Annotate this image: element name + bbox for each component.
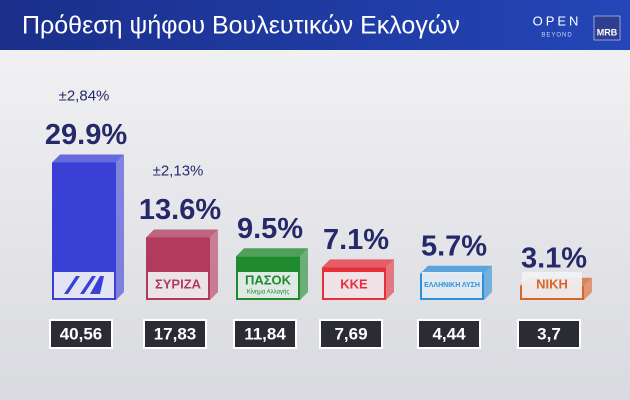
logo-plate [324, 272, 384, 298]
channel-sub: BEYOND [541, 33, 572, 39]
bar-top [322, 259, 394, 268]
raw-label: 4,44 [432, 324, 466, 343]
party-logo: ΠΑΣΟΚ [245, 272, 292, 287]
raw-label: 40,56 [60, 324, 103, 343]
pollster-logo: MRB [597, 27, 618, 37]
logo-plate [148, 272, 208, 298]
party-logo: ΕΛΛΗΝΙΚΗ ΛΥΣΗ [424, 282, 480, 289]
raw-box [319, 319, 383, 349]
plot: 29.9% ±2,84% 40,56 ΣΥΡΙΖΑ 13.6% ±2,13% 17,83 ΠΑ… [45, 87, 592, 349]
raw-box [143, 319, 207, 349]
channel-logo: OPEN [533, 13, 582, 28]
pollster-box [593, 15, 621, 41]
party-sublabel: Κίνημα Αλλαγής [247, 289, 290, 296]
raw-box [517, 319, 581, 349]
bar-side [210, 229, 218, 300]
bar-side [116, 154, 124, 300]
party-logo: ΣΥΡΙΖΑ [155, 276, 202, 291]
value-label: 7.1% [323, 224, 389, 256]
raw-box [233, 319, 297, 349]
bar-top [236, 248, 308, 257]
bar-side [386, 259, 394, 300]
raw-box [417, 319, 481, 349]
raw-label: 3,7 [537, 324, 561, 343]
raw-box [49, 319, 113, 349]
logo-plate [54, 272, 114, 298]
party-logo: ΚΚΕ [340, 276, 368, 291]
bar-side [484, 265, 492, 300]
error-label: ±2,13% [153, 162, 204, 179]
chart-title: Πρόθεση ψήφου Βουλευτικών Εκλογών [22, 12, 460, 40]
header-bar [0, 0, 630, 50]
raw-label: 11,84 [244, 324, 286, 343]
party-logo [64, 276, 104, 294]
value-label: 9.5% [237, 213, 303, 245]
bar-top [146, 229, 218, 238]
bar-top [52, 154, 124, 163]
bar-side [300, 248, 308, 300]
party-logo: ΝΙΚΗ [536, 276, 568, 291]
value-label: 3.1% [521, 242, 587, 274]
value-label: 5.7% [421, 230, 487, 262]
logo-plate [238, 272, 298, 298]
logo-plate [422, 272, 482, 298]
bar-top [420, 265, 492, 274]
error-label: ±2,84% [59, 87, 110, 104]
value-label: 13.6% [139, 194, 221, 226]
raw-label: 17,83 [154, 324, 197, 343]
logo-plate [522, 272, 582, 298]
value-label: 29.9% [45, 119, 127, 151]
bar-side [584, 277, 592, 300]
raw-label: 7,69 [334, 324, 367, 343]
